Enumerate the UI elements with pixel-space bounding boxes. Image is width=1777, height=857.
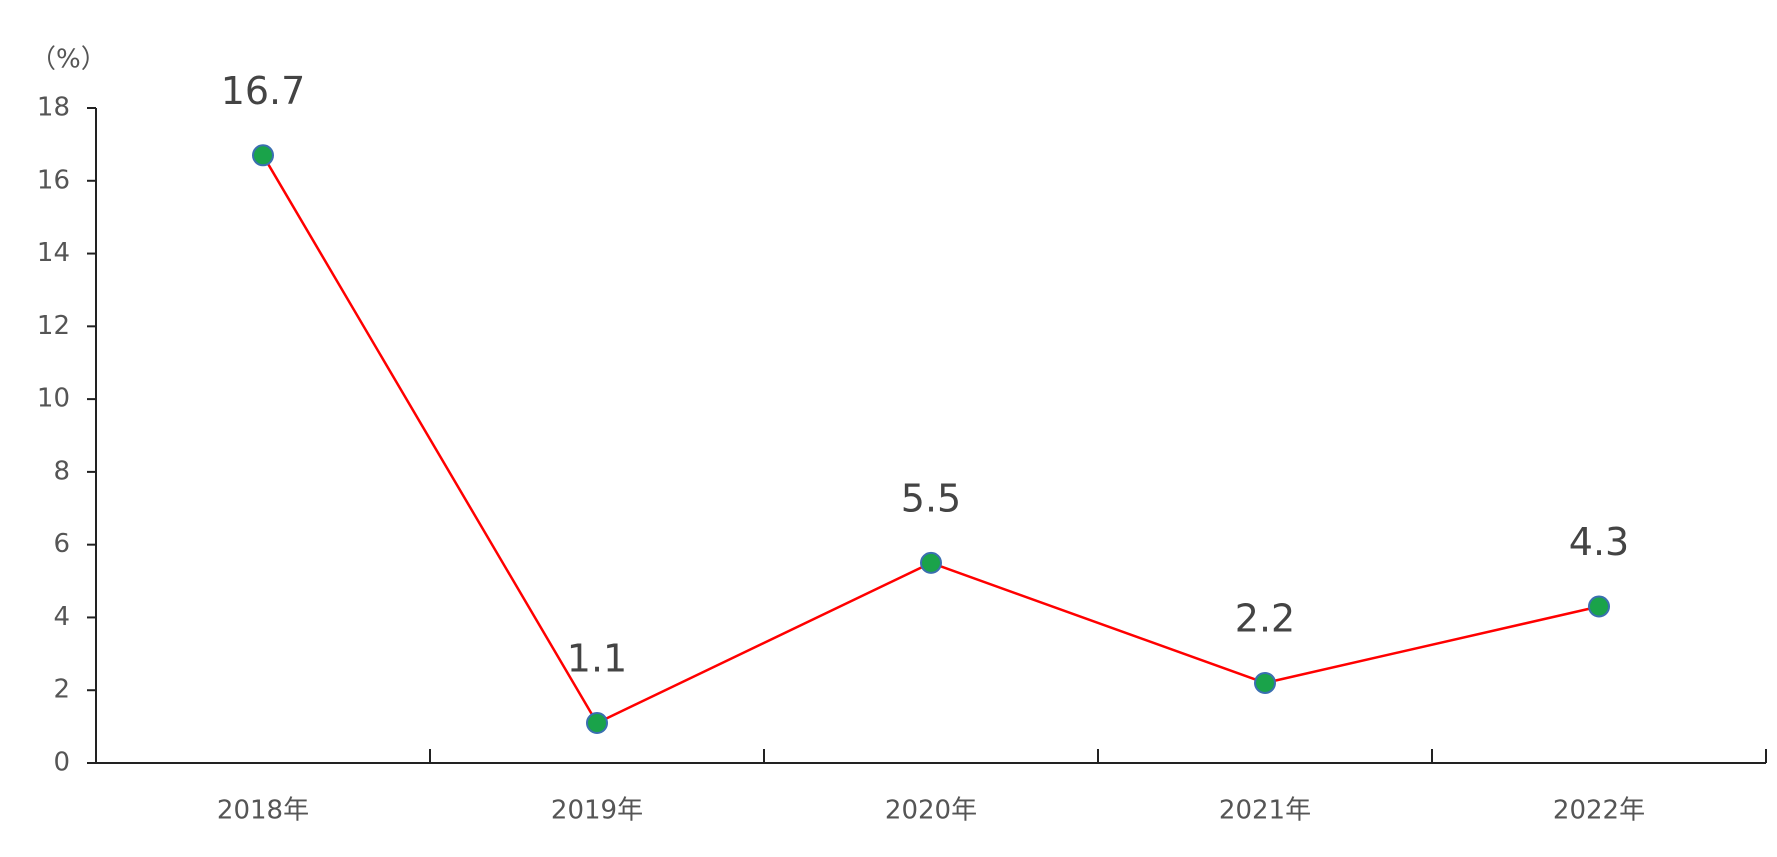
marker: [586, 711, 608, 734]
marker: [920, 551, 942, 574]
x-tick-label: 2022年: [1553, 796, 1645, 826]
marker: [252, 144, 274, 167]
data-label: 4.3: [1569, 520, 1629, 564]
y-tick-label: 8: [53, 456, 70, 486]
x-tick-label: 2021年: [1219, 796, 1311, 826]
line: [261, 154, 1600, 725]
y-tick-label: 14: [37, 238, 70, 268]
data-label: 2.2: [1235, 596, 1295, 640]
y-axis-unit: （%）: [30, 45, 107, 75]
x-tick-label: 2020年: [885, 796, 977, 826]
data-label: 16.7: [221, 69, 306, 113]
x-tick-label: 2019年: [551, 796, 643, 826]
y-tick-label: 0: [53, 748, 70, 778]
marker: [1588, 595, 1610, 618]
y-tick-label: 18: [37, 93, 70, 123]
data-label: 5.5: [901, 476, 961, 520]
y-tick-label: 10: [37, 384, 70, 414]
x-tick-label: 2018年: [217, 796, 309, 826]
y-tick-label: 16: [37, 165, 70, 195]
data-label: 1.1: [567, 636, 627, 680]
marker: [1254, 671, 1276, 694]
y-tick-label: 2: [53, 675, 70, 705]
y-tick-label: 6: [53, 529, 70, 559]
y-tick-label: 4: [53, 602, 70, 632]
y-tick-label: 12: [37, 311, 70, 341]
